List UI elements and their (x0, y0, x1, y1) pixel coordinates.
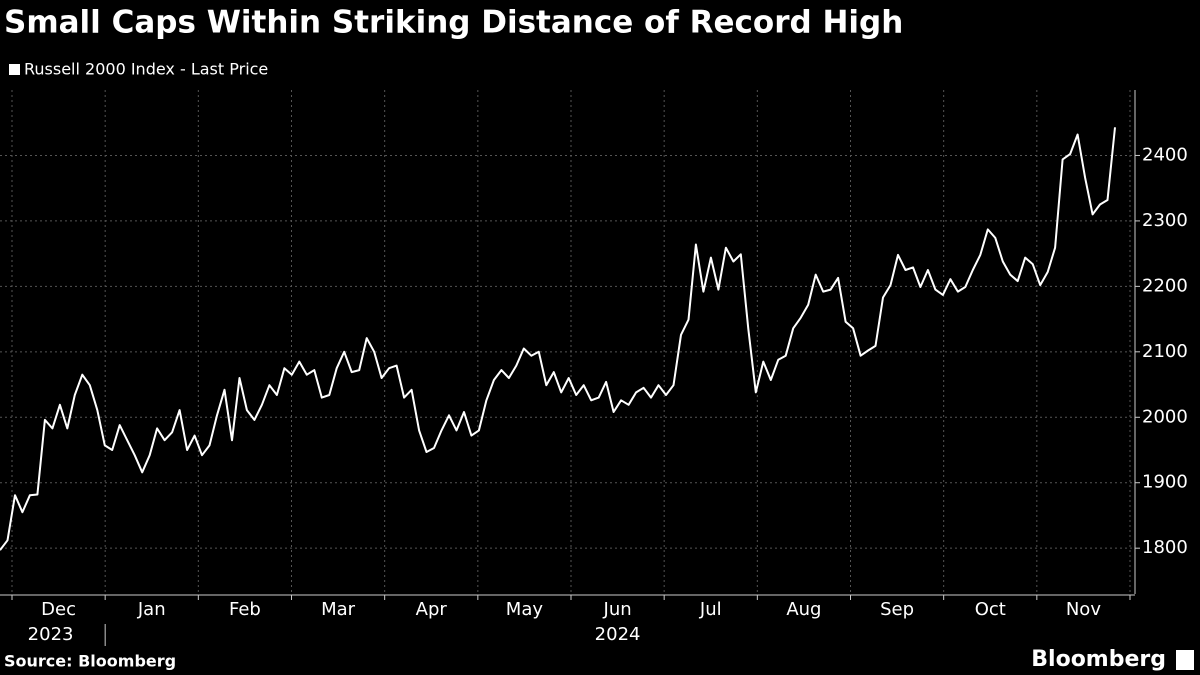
y-tick-label: 2200 (1142, 275, 1188, 296)
x-tick-label: Mar (321, 599, 356, 620)
x-tick-label: Jun (603, 599, 632, 620)
x-tick-label: Sep (880, 599, 914, 620)
x-tick-label: Dec (41, 599, 76, 620)
legend-label: Russell 2000 Index - Last Price (24, 60, 268, 79)
legend-swatch (9, 64, 20, 75)
y-tick-label: 2400 (1142, 144, 1188, 165)
x-tick-label: Nov (1066, 599, 1101, 620)
x-tick-label: May (506, 599, 544, 620)
x-tick-label: Apr (416, 599, 448, 620)
y-tick-label: 2000 (1142, 406, 1188, 427)
year-label: 2024 (595, 624, 641, 645)
brand: Bloomberg (1031, 647, 1166, 672)
chart-title: Small Caps Within Striking Distance of R… (4, 5, 903, 41)
brand-icon (1176, 650, 1194, 670)
year-label: 2023 (28, 624, 74, 645)
x-tick-label: Jul (699, 599, 722, 620)
source: Source: Bloomberg (4, 652, 176, 671)
y-tick-label: 2100 (1142, 341, 1188, 362)
x-tick-label: Feb (229, 599, 261, 620)
x-tick-label: Aug (786, 599, 821, 620)
y-tick-label: 1800 (1142, 537, 1188, 558)
y-tick-label: 1900 (1142, 472, 1188, 493)
x-tick-label: Jan (137, 599, 166, 620)
x-tick-label: Oct (975, 599, 1006, 620)
y-tick-label: 2300 (1142, 210, 1188, 231)
price-line (0, 127, 1116, 551)
